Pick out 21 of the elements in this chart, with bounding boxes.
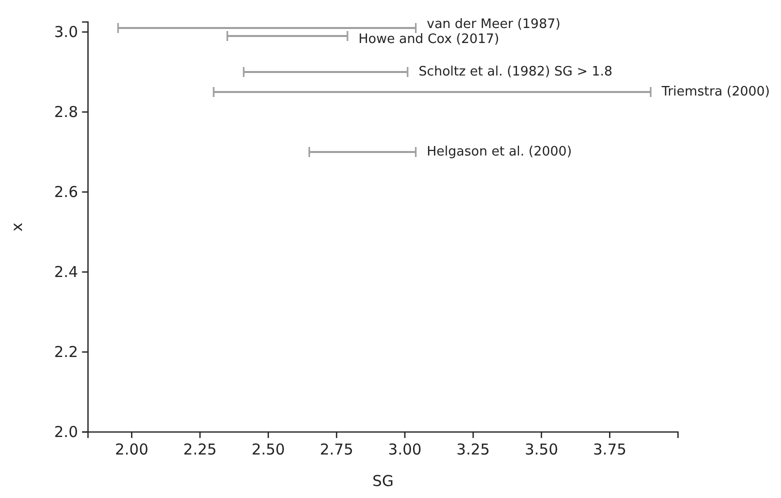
x-tick-label: 2.25 — [183, 440, 217, 459]
legend-label: Helgason et al. (2000) — [426, 144, 572, 160]
legend-label: Scholtz et al. (1982) SG > 1.8 — [418, 64, 612, 80]
legend-label: Howe and Cox (2017) — [358, 32, 500, 47]
y-tick-label: 2.0 — [54, 422, 78, 441]
legend-label: van der Meer (1987) — [426, 17, 560, 32]
x-tick-label: 3.00 — [388, 440, 422, 459]
x-tick-label: 3.75 — [593, 440, 626, 459]
x-tick-label: 2.00 — [115, 440, 148, 459]
y-tick-label: 3.0 — [54, 22, 78, 41]
x-tick-label: 3.25 — [456, 440, 490, 459]
y-tick-label: 2.4 — [54, 262, 78, 281]
x-tick-label: 2.75 — [320, 440, 354, 459]
x-tick-label: 3.50 — [524, 440, 558, 459]
legend-label: Triemstra (2000) — [660, 84, 770, 100]
y-tick-label: 2.2 — [54, 342, 78, 361]
x-tick-label: 2.50 — [252, 440, 285, 459]
y-axis-title: x — [8, 222, 26, 232]
y-tick-label: 2.6 — [54, 182, 78, 201]
x-axis-title: SG — [372, 472, 394, 490]
y-tick-label: 2.8 — [54, 102, 78, 121]
